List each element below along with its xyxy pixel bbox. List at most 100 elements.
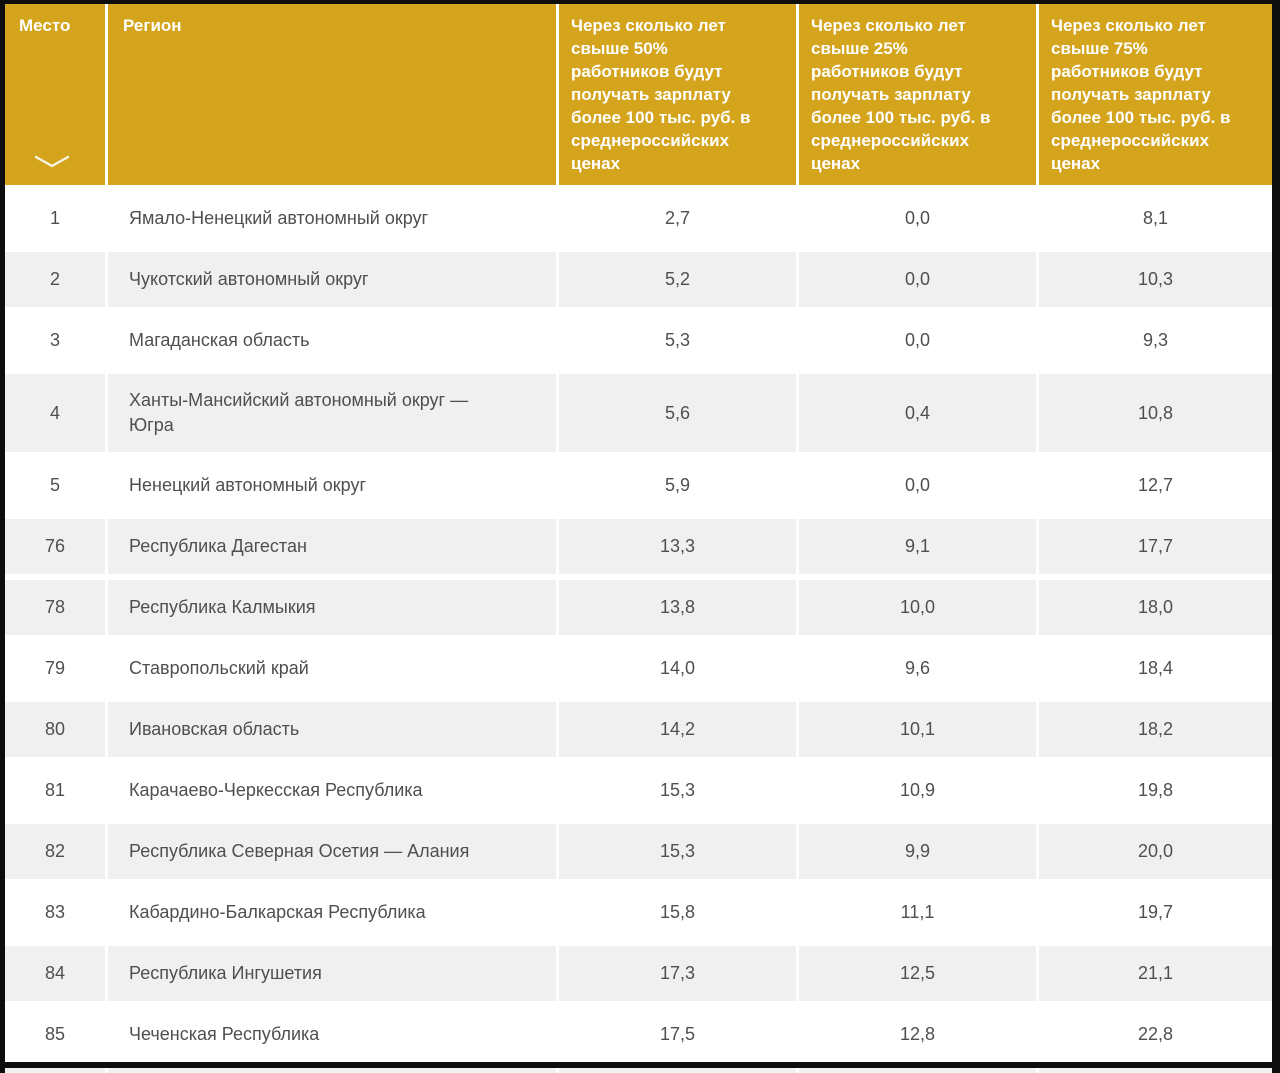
years-75-cell: 10,8 <box>1039 374 1272 452</box>
years-75-cell: 18,0 <box>1039 580 1272 635</box>
years-50-cell: 5,6 <box>559 374 796 452</box>
years-50-cell: 13,8 <box>559 580 796 635</box>
chevron-down-icon[interactable] <box>33 154 71 169</box>
region-cell: Республика Дагестан <box>108 519 556 574</box>
years-50-cell: 5,9 <box>559 458 796 513</box>
table-header: Место Регион Через сколько лет свыше 50% р… <box>5 4 1272 185</box>
region-cell: Кабардино-Балкарская Республика <box>108 885 556 940</box>
column-label-years-25: Через сколько лет свыше 25% работников буд… <box>811 16 991 173</box>
years-75-cell: 10,3 <box>1039 252 1272 307</box>
region-cell: Ханты-Мансийский автономный округ — Югра <box>108 374 556 452</box>
place-cell: 1 <box>5 191 105 246</box>
table-row: 2 Чукотский автономный округ 5,2 0,0 10,3 <box>5 252 1272 307</box>
place-cell: 83 <box>5 885 105 940</box>
table-row: 76 Республика Дагестан 13,3 9,1 17,7 <box>5 519 1272 574</box>
years-25-cell: 10,0 <box>799 580 1036 635</box>
place-cell: 80 <box>5 702 105 757</box>
place-cell: 81 <box>5 763 105 818</box>
region-cell: Ивановская область <box>108 702 556 757</box>
region-cell: Ставропольский край <box>108 641 556 696</box>
place-cell: 2 <box>5 252 105 307</box>
years-25-cell: 11,1 <box>799 885 1036 940</box>
table-row: 4 Ханты-Мансийский автономный округ — Югр… <box>5 374 1272 452</box>
years-25-cell: 0,0 <box>799 191 1036 246</box>
table-row: 83 Кабардино-Балкарская Республика 15,8 11,… <box>5 885 1272 940</box>
table-row: 3 Магаданская область 5,3 0,0 9,3 <box>5 313 1272 368</box>
region-cell: Ямало-Ненецкий автономный округ <box>108 191 556 246</box>
table-row: 84 Республика Ингушетия 17,3 12,5 21,1 <box>5 946 1272 1001</box>
years-50-cell: 15,8 <box>559 885 796 940</box>
years-25-cell: 9,6 <box>799 641 1036 696</box>
region-cell: Чукотский автономный округ <box>108 252 556 307</box>
region-cell: Республика Ингушетия <box>108 946 556 1001</box>
column-label-years-75: Через сколько лет свыше 75% работников буд… <box>1051 16 1231 173</box>
next-row-sliver <box>5 1068 1272 1073</box>
years-25-cell: 12,5 <box>799 946 1036 1001</box>
years-75-cell: 19,7 <box>1039 885 1272 940</box>
place-cell: 84 <box>5 946 105 1001</box>
years-50-cell: 17,3 <box>559 946 796 1001</box>
years-75-cell: 12,7 <box>1039 458 1272 513</box>
table-row: 5 Ненецкий автономный округ 5,9 0,0 12,7 <box>5 458 1272 513</box>
region-cell: Магаданская область <box>108 313 556 368</box>
years-50-cell: 13,3 <box>559 519 796 574</box>
place-cell: 3 <box>5 313 105 368</box>
years-75-cell: 18,4 <box>1039 641 1272 696</box>
partial-row-cell <box>108 1068 556 1073</box>
table-row: 79 Ставропольский край 14,0 9,6 18,4 <box>5 641 1272 696</box>
years-75-cell: 9,3 <box>1039 313 1272 368</box>
years-50-cell: 14,2 <box>559 702 796 757</box>
table-body: 1 Ямало-Ненецкий автономный округ 2,7 0,0 8,… <box>5 191 1272 1062</box>
place-cell: 76 <box>5 519 105 574</box>
years-25-cell: 0,0 <box>799 458 1036 513</box>
table-row: 78 Республика Калмыкия 13,8 10,0 18,0 <box>5 580 1272 635</box>
table-bottom-border <box>5 1062 1272 1068</box>
years-25-cell: 0,0 <box>799 313 1036 368</box>
years-50-cell: 15,3 <box>559 763 796 818</box>
years-25-cell: 10,9 <box>799 763 1036 818</box>
partial-row-cell <box>799 1068 1036 1073</box>
years-50-cell: 15,3 <box>559 824 796 879</box>
years-50-cell: 5,3 <box>559 313 796 368</box>
years-75-cell: 21,1 <box>1039 946 1272 1001</box>
place-cell: 4 <box>5 374 105 452</box>
table-row: 80 Ивановская область 14,2 10,1 18,2 <box>5 702 1272 757</box>
table-row: 85 Чеченская Республика 17,5 12,8 22,8 <box>5 1007 1272 1062</box>
years-50-cell: 14,0 <box>559 641 796 696</box>
column-label-years-50: Через сколько лет свыше 50% работников буд… <box>571 16 751 173</box>
years-50-cell: 2,7 <box>559 191 796 246</box>
years-50-cell: 5,2 <box>559 252 796 307</box>
region-cell: Чеченская Республика <box>108 1007 556 1062</box>
column-header-years-25[interactable]: Через сколько лет свыше 25% работников буд… <box>799 4 1036 185</box>
table-row: 81 Карачаево-Черкесская Республика 15,3 10,… <box>5 763 1272 818</box>
years-75-cell: 17,7 <box>1039 519 1272 574</box>
column-header-place[interactable]: Место <box>5 4 105 185</box>
region-cell: Республика Калмыкия <box>108 580 556 635</box>
region-cell: Республика Северная Осетия — Алания <box>108 824 556 879</box>
years-25-cell: 0,4 <box>799 374 1036 452</box>
place-cell: 85 <box>5 1007 105 1062</box>
years-50-cell: 17,5 <box>559 1007 796 1062</box>
years-25-cell: 10,1 <box>799 702 1036 757</box>
years-75-cell: 20,0 <box>1039 824 1272 879</box>
region-cell: Ненецкий автономный округ <box>108 458 556 513</box>
place-cell: 78 <box>5 580 105 635</box>
years-25-cell: 9,9 <box>799 824 1036 879</box>
column-header-years-50[interactable]: Через сколько лет свыше 50% работников буд… <box>559 4 796 185</box>
column-label-place: Место <box>19 16 71 35</box>
place-cell: 82 <box>5 824 105 879</box>
table-row: 82 Республика Северная Осетия — Алания 15,… <box>5 824 1272 879</box>
place-cell: 79 <box>5 641 105 696</box>
column-header-region[interactable]: Регион <box>108 4 556 185</box>
column-label-region: Регион <box>123 16 182 35</box>
years-75-cell: 22,8 <box>1039 1007 1272 1062</box>
regions-salary-table: Место Регион Через сколько лет свыше 50% р… <box>5 4 1272 1073</box>
years-75-cell: 8,1 <box>1039 191 1272 246</box>
years-25-cell: 9,1 <box>799 519 1036 574</box>
column-header-years-75[interactable]: Через сколько лет свыше 75% работников буд… <box>1039 4 1272 185</box>
years-25-cell: 0,0 <box>799 252 1036 307</box>
years-75-cell: 18,2 <box>1039 702 1272 757</box>
partial-row-cell <box>5 1068 105 1073</box>
region-cell: Карачаево-Черкесская Республика <box>108 763 556 818</box>
